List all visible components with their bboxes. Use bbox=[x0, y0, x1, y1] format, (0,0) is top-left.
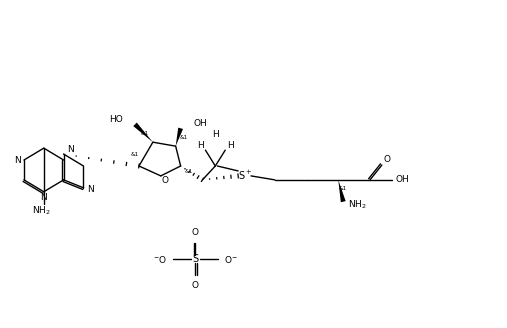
Polygon shape bbox=[338, 180, 346, 202]
Text: &1: &1 bbox=[179, 135, 188, 140]
Text: &1: &1 bbox=[131, 152, 139, 156]
Text: N: N bbox=[67, 145, 74, 154]
Text: S$^+$: S$^+$ bbox=[238, 169, 252, 182]
Text: S: S bbox=[193, 254, 199, 264]
Text: N: N bbox=[14, 155, 20, 165]
Text: O: O bbox=[192, 281, 199, 291]
Text: O: O bbox=[161, 176, 168, 185]
Text: O: O bbox=[192, 228, 199, 237]
Text: NH$_2$: NH$_2$ bbox=[32, 204, 51, 217]
Text: $^{-}$O: $^{-}$O bbox=[153, 254, 167, 265]
Text: NH$_2$: NH$_2$ bbox=[348, 198, 367, 211]
Text: OH: OH bbox=[194, 119, 207, 128]
Text: O: O bbox=[383, 154, 390, 164]
Polygon shape bbox=[133, 123, 153, 142]
Text: &1: &1 bbox=[141, 131, 149, 136]
Text: OH: OH bbox=[396, 175, 410, 184]
Text: O$^{-}$: O$^{-}$ bbox=[224, 254, 238, 265]
Text: N: N bbox=[87, 185, 94, 194]
Text: H: H bbox=[227, 141, 234, 150]
Text: H: H bbox=[212, 130, 219, 139]
Text: &1: &1 bbox=[339, 186, 347, 191]
Polygon shape bbox=[175, 128, 183, 146]
Text: N: N bbox=[41, 193, 47, 202]
Text: &1: &1 bbox=[185, 170, 193, 174]
Text: H: H bbox=[197, 141, 204, 150]
Text: HO: HO bbox=[110, 115, 123, 124]
